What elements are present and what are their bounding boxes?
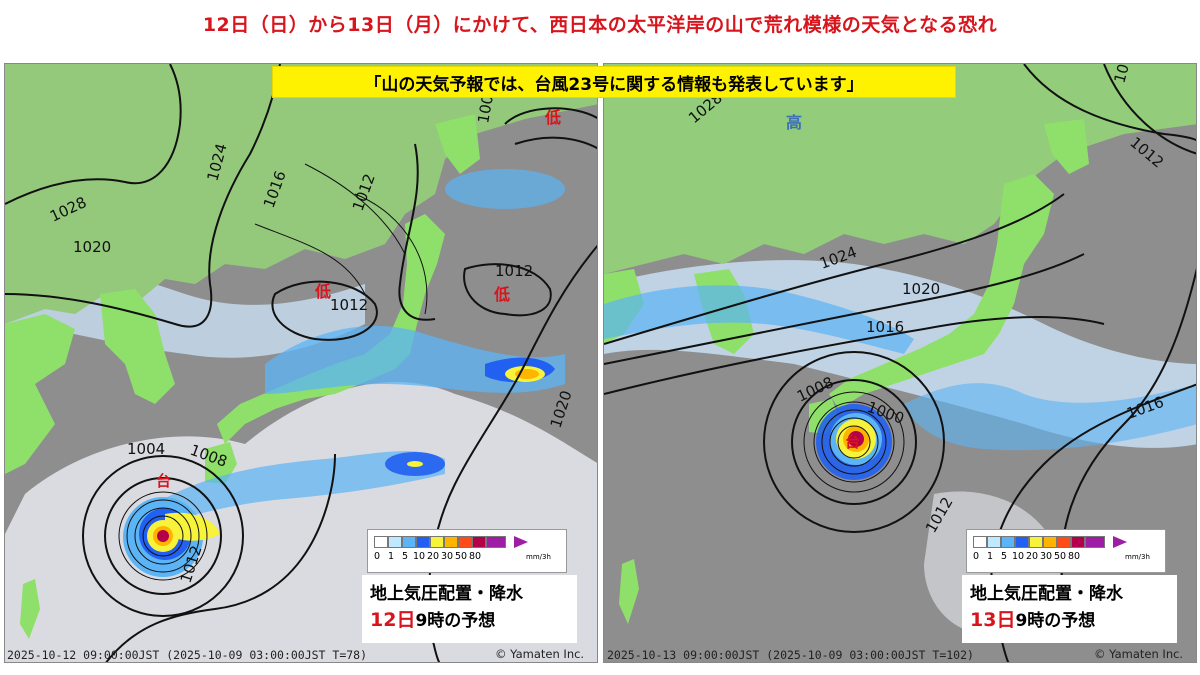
copyright-right: © Yamaten Inc. xyxy=(1094,647,1184,661)
legend-swatch xyxy=(1029,536,1043,548)
legend-swatch xyxy=(1071,536,1085,548)
legend-ticks: 0 1 5 10 20 30 50 80 xyxy=(373,551,482,562)
caption-day: 12日 xyxy=(370,609,416,631)
typhoon-mark: 台 xyxy=(156,472,172,490)
legend-arrow-icon xyxy=(514,536,528,548)
map-panel-left: 1028 1024 1016 1012 1020 1012 1012 1020 … xyxy=(4,63,598,663)
legend-swatch xyxy=(987,536,1001,548)
typhoon-mark: 台 xyxy=(845,433,861,451)
isobar-label: 1016 xyxy=(866,318,904,336)
info-banner: 「山の天気予報では、台風23号に関する情報も発表しています」 xyxy=(272,66,956,98)
legend-swatch xyxy=(388,536,402,548)
legend-swatch xyxy=(416,536,430,548)
caption-left: 地上気圧配置・降水 12日9時の予想 xyxy=(362,575,577,643)
legend-swatch xyxy=(1001,536,1015,548)
copyright-left: © Yamaten Inc. xyxy=(495,647,585,661)
legend-swatch xyxy=(402,536,416,548)
legend-unit: mm/3h xyxy=(1125,553,1150,561)
forecast-timestamp-right: 2025-10-13 09:00:00JST (2025-10-09 03:00… xyxy=(607,648,974,662)
headline: 12日（日）から13日（月）にかけて、西日本の太平洋岸の山で荒れ模様の天気となる… xyxy=(202,14,998,36)
map-left-svg: 1028 1024 1016 1012 1020 1012 1012 1020 … xyxy=(5,64,597,662)
low-pressure-mark: 低 xyxy=(494,285,511,304)
low-pressure-mark: 低 xyxy=(315,282,332,301)
legend-swatch xyxy=(1015,536,1029,548)
legend-ticks: 0 1 5 10 20 30 50 80 xyxy=(972,551,1081,562)
legend-swatch xyxy=(472,536,486,548)
isobar-label: 1004 xyxy=(127,440,165,458)
legend-swatch xyxy=(1085,536,1105,548)
low-pressure-mark: 低 xyxy=(545,108,562,127)
legend-swatch xyxy=(486,536,506,548)
legend-arrow-icon xyxy=(1113,536,1127,548)
forecast-timestamp-left: 2025-10-12 09:00:00JST (2025-10-09 03:00… xyxy=(7,648,368,662)
legend-swatch xyxy=(973,536,987,548)
high-pressure-mark: 高 xyxy=(786,113,803,132)
legend-unit: mm/3h xyxy=(526,553,551,561)
precipitation-legend-right: 0 1 5 10 20 30 50 80 mm/3h xyxy=(966,529,1166,573)
caption-day: 13日 xyxy=(970,609,1016,631)
legend-swatch xyxy=(1057,536,1071,548)
isobar-label: 1012 xyxy=(330,296,368,314)
precipitation-legend-left: 0 1 5 10 20 30 50 80 mm/3h xyxy=(367,529,567,573)
legend-swatch xyxy=(458,536,472,548)
caption-title: 地上気圧配置・降水 xyxy=(970,584,1123,604)
map-panel-right: 1028 1008 1012 1024 1020 1016 1008 1000 … xyxy=(603,63,1197,663)
caption-time: 12日9時の予想 xyxy=(370,607,569,634)
isobar-label: 1020 xyxy=(902,280,940,298)
caption-time: 13日9時の予想 xyxy=(970,607,1169,634)
isobar-label: 1012 xyxy=(495,262,533,280)
caption-rest: 9時の予想 xyxy=(415,611,496,631)
legend-swatch xyxy=(444,536,458,548)
caption-right: 地上気圧配置・降水 13日9時の予想 xyxy=(962,575,1177,643)
map-right-svg: 1028 1008 1012 1024 1020 1016 1008 1000 … xyxy=(604,64,1196,662)
caption-title: 地上気圧配置・降水 xyxy=(370,584,523,604)
legend-swatch xyxy=(374,536,388,548)
caption-rest: 9時の予想 xyxy=(1015,611,1096,631)
legend-swatch xyxy=(430,536,444,548)
isobar-label: 1020 xyxy=(73,238,111,256)
legend-swatch xyxy=(1043,536,1057,548)
